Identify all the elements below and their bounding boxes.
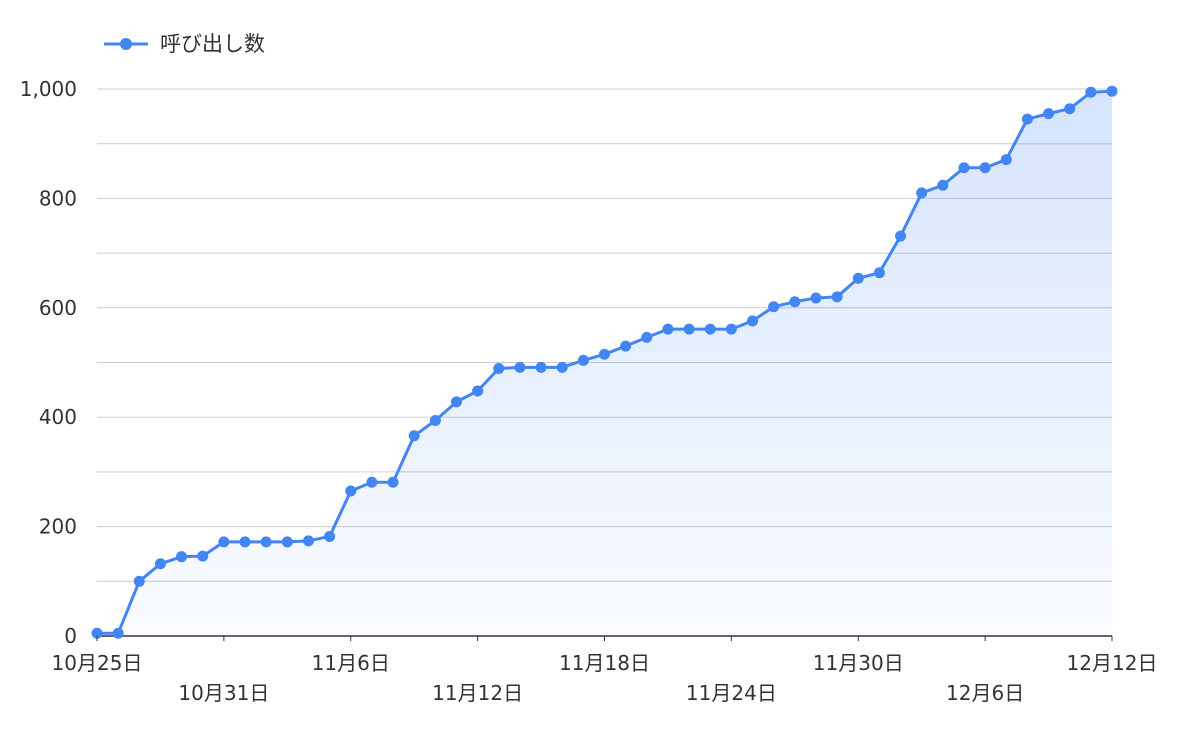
data-point — [937, 179, 949, 191]
x-tick-label: 12月6日 — [946, 681, 1024, 705]
data-point — [599, 348, 610, 360]
data-point — [154, 558, 166, 570]
data-point — [260, 536, 272, 548]
data-point — [873, 267, 885, 279]
data-points — [91, 85, 1118, 639]
x-tick-label: 11月12日 — [432, 681, 523, 705]
legend: 呼び出し数 — [104, 32, 265, 56]
data-point — [493, 363, 505, 375]
y-tick-label: 1,000 — [20, 77, 77, 101]
data-point — [1085, 86, 1097, 98]
data-point — [1106, 85, 1118, 97]
data-point — [704, 323, 716, 335]
x-tick-label: 11月30日 — [813, 651, 904, 675]
data-point — [662, 323, 674, 335]
data-point — [852, 272, 864, 284]
legend-label: 呼び出し数 — [160, 32, 265, 56]
data-point — [366, 476, 378, 488]
data-point — [408, 430, 420, 442]
y-tick-label: 600 — [39, 296, 77, 320]
data-point — [197, 550, 209, 562]
legend-marker — [120, 38, 132, 50]
y-axis-ticks: 0 200 400 600 800 1,000 — [20, 77, 77, 648]
data-point — [768, 301, 780, 313]
data-point — [641, 331, 653, 343]
data-point — [218, 536, 230, 548]
data-point — [747, 315, 759, 327]
data-point — [239, 536, 251, 548]
data-point — [1064, 103, 1076, 115]
data-point — [514, 361, 526, 373]
data-point — [387, 476, 399, 488]
x-tick-label: 10月25日 — [52, 651, 143, 675]
data-point — [810, 292, 822, 304]
data-point — [789, 296, 801, 308]
y-tick-label: 0 — [64, 624, 77, 648]
x-tick-label: 10月31日 — [178, 681, 269, 705]
x-axis-ticks: 10月25日 10月31日 11月6日 11月12日 11月18日 11月24日 11月30… — [52, 636, 1158, 705]
data-point — [302, 535, 314, 547]
y-tick-label: 800 — [39, 186, 77, 210]
data-point — [1021, 113, 1033, 125]
data-point — [176, 551, 188, 563]
data-point — [281, 536, 293, 548]
data-point — [895, 230, 907, 242]
x-tick-label: 11月24日 — [686, 681, 777, 705]
x-tick-label: 11月18日 — [559, 651, 650, 675]
data-point — [472, 385, 484, 397]
data-point — [1000, 154, 1012, 166]
data-point — [133, 575, 145, 587]
data-point — [429, 414, 441, 426]
y-tick-label: 400 — [39, 405, 77, 429]
data-point — [916, 187, 928, 199]
data-point — [577, 354, 589, 366]
data-point — [450, 396, 462, 408]
area-fill — [97, 91, 1112, 637]
x-tick-label: 11月6日 — [312, 651, 390, 675]
data-point — [620, 340, 632, 352]
data-point — [91, 627, 103, 639]
data-point — [683, 323, 695, 335]
data-point — [112, 627, 124, 639]
data-point — [958, 162, 970, 174]
data-point — [725, 323, 737, 335]
data-point — [831, 291, 843, 303]
y-tick-label: 200 — [39, 515, 77, 539]
data-point — [556, 361, 568, 373]
data-point — [979, 162, 991, 174]
series-area — [97, 91, 1112, 637]
x-tick-label: 12月12日 — [1067, 651, 1158, 675]
data-point — [345, 485, 357, 497]
data-point — [324, 530, 336, 542]
data-point — [1043, 108, 1055, 120]
data-point — [535, 361, 547, 373]
